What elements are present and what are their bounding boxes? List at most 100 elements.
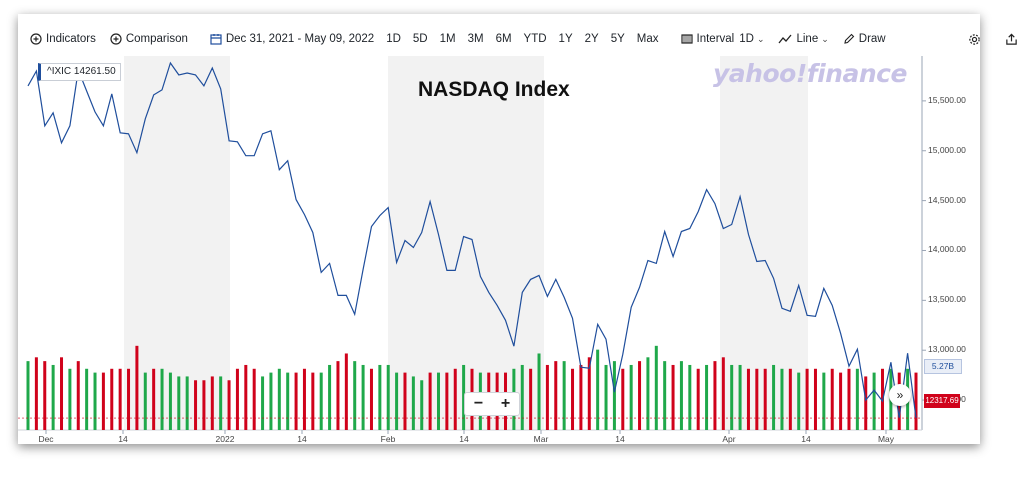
- volume-bar: [537, 353, 541, 430]
- volume-bar: [378, 364, 382, 430]
- y-tick-label: 14,000.00: [928, 244, 966, 255]
- volume-bar: [185, 376, 189, 430]
- volume-bar: [328, 364, 332, 430]
- volume-bar: [68, 368, 72, 430]
- volume-bar: [780, 368, 784, 430]
- volume-bar: [395, 372, 399, 430]
- volume-bar: [210, 376, 214, 430]
- range-button-1m[interactable]: 1M: [439, 33, 456, 45]
- volume-bar: [763, 368, 767, 430]
- volume-bar: [34, 357, 38, 430]
- range-button-5d[interactable]: 5D: [412, 33, 428, 45]
- volume-bar: [319, 372, 323, 430]
- volume-bar: [629, 364, 633, 430]
- range-button-3m[interactable]: 3M: [467, 33, 484, 45]
- pencil-icon: [844, 33, 855, 44]
- volume-bar: [679, 361, 683, 430]
- range-button-max[interactable]: Max: [636, 33, 659, 45]
- interval-label: Interval: [696, 33, 735, 45]
- x-tick-label: 14: [118, 434, 128, 444]
- volume-bar: [671, 364, 675, 430]
- zoom-in-button[interactable]: +: [500, 395, 511, 412]
- calendar-icon: [210, 34, 222, 45]
- symbol-badge: ^IXIC 14261.50: [38, 63, 121, 81]
- gear-icon: [968, 33, 980, 45]
- volume-bar: [612, 361, 616, 430]
- range-buttons: 1D 5D 1M 3M 6M YTD 1Y 2Y 5Y Max: [380, 33, 664, 45]
- volume-bar: [696, 368, 700, 430]
- volume-bar: [51, 364, 55, 430]
- volume-bar: [353, 361, 357, 430]
- chart-type-label: Line: [796, 33, 819, 45]
- volume-bar: [286, 372, 290, 430]
- volume-bar: [562, 361, 566, 430]
- volume-bar: [830, 368, 834, 430]
- last-price-tag: 12317.69: [924, 394, 960, 408]
- volume-bar: [244, 364, 248, 430]
- y-tick-label: 15,000.00: [928, 144, 966, 155]
- volume-bar: [202, 380, 206, 430]
- chevron-down-icon: ⌄: [756, 33, 765, 44]
- volume-bar: [110, 368, 114, 430]
- x-tick-label: 14: [801, 434, 811, 444]
- volume-bar: [235, 368, 239, 430]
- volume-bar: [361, 364, 365, 430]
- volume-bar: [529, 368, 533, 430]
- date-range-label: Dec 31, 2021 - May 09, 2022: [225, 33, 375, 45]
- volume-bar: [43, 361, 47, 430]
- volume-bar: [872, 372, 876, 430]
- volume-bar: [93, 372, 97, 430]
- volume-bar: [445, 372, 449, 430]
- volume-bar: [855, 368, 859, 430]
- price-series-line: [27, 61, 917, 419]
- range-button-ytd[interactable]: YTD: [523, 33, 547, 45]
- volume-bar: [369, 368, 373, 430]
- volume-bar: [269, 372, 273, 430]
- volume-bar: [746, 368, 750, 430]
- range-button-1y[interactable]: 1Y: [558, 33, 573, 45]
- volume-bar: [462, 364, 466, 430]
- zoom-out-button[interactable]: −: [473, 395, 484, 412]
- volume-bar: [554, 361, 558, 430]
- comparison-button[interactable]: Comparison: [110, 33, 188, 45]
- date-range-button[interactable]: Dec 31, 2021 - May 09, 2022: [210, 33, 374, 45]
- volume-bar: [261, 376, 265, 430]
- volume-bar: [386, 364, 390, 430]
- range-button-2y[interactable]: 2Y: [584, 33, 599, 45]
- volume-bar: [302, 368, 306, 430]
- chart-area[interactable]: ^IXIC 14261.50 NASDAQ Index yahoo!financ…: [18, 14, 980, 444]
- volume-bar: [755, 368, 759, 430]
- volume-bar: [143, 372, 147, 430]
- draw-button[interactable]: Draw: [843, 33, 886, 45]
- volume-bar: [177, 376, 181, 430]
- x-tick-label: 14: [297, 434, 307, 444]
- volume-bar: [194, 380, 198, 430]
- forward-icon[interactable]: »: [889, 384, 911, 406]
- volume-bar: [571, 368, 575, 430]
- y-tick-label: 13,000.00: [928, 344, 966, 355]
- indicators-label: Indicators: [46, 33, 96, 45]
- share-button[interactable]: [1005, 33, 1022, 46]
- volume-bar: [135, 345, 139, 430]
- month-shade-band: [124, 56, 230, 430]
- x-tick-label: Dec: [38, 434, 54, 444]
- volume-bar: [688, 364, 692, 430]
- volume-bar: [813, 368, 817, 430]
- indicators-button[interactable]: Indicators: [30, 33, 96, 45]
- volume-bar: [797, 372, 801, 430]
- zoom-control: − +: [464, 392, 520, 416]
- range-button-5y[interactable]: 5Y: [610, 33, 625, 45]
- y-tick-label: 14,500.00: [928, 194, 966, 205]
- range-button-1d[interactable]: 1D: [386, 33, 401, 45]
- volume-bar: [721, 357, 725, 430]
- volume-bar: [101, 372, 105, 430]
- volume-bar: [85, 368, 89, 430]
- settings-button[interactable]: [968, 33, 985, 46]
- chart-type-button[interactable]: Line ⌄: [778, 33, 829, 45]
- volume-bar: [219, 376, 223, 430]
- interval-button[interactable]: Interval 1D ⌄: [680, 33, 765, 45]
- volume-bar: [453, 368, 457, 430]
- volume-bar: [277, 368, 281, 430]
- range-button-6m[interactable]: 6M: [495, 33, 512, 45]
- draw-label: Draw: [858, 33, 886, 45]
